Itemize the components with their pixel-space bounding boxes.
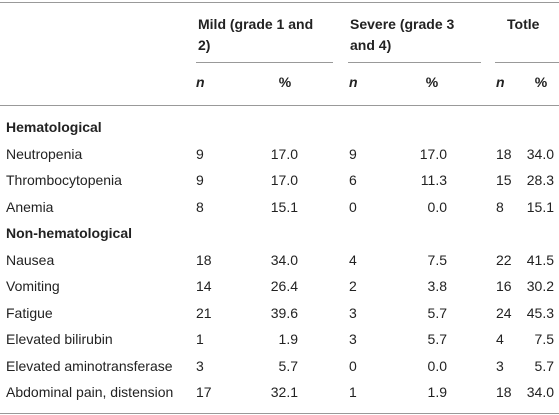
cell: 18 — [496, 384, 512, 400]
cell: 4 — [349, 251, 357, 268]
cell: 1 — [196, 331, 204, 347]
cell: 17.0 — [419, 145, 447, 162]
group-header: Severe (grade 3 and 4) — [350, 16, 455, 53]
cell: 5.7 — [534, 357, 554, 374]
row-label: Neutropenia — [6, 145, 83, 162]
cell: 5.7 — [427, 331, 447, 347]
cell: 34.0 — [526, 145, 554, 162]
cell: 5.7 — [427, 304, 447, 321]
cell: 14 — [196, 278, 212, 294]
cell: 16 — [496, 278, 512, 294]
cell: 17.0 — [270, 172, 298, 188]
cell: 24 — [496, 304, 512, 321]
cell: 32.1 — [270, 384, 298, 400]
row-label: Abdominal pain, distension — [6, 384, 174, 400]
cell: 41.5 — [526, 251, 554, 268]
cell: 6 — [349, 172, 357, 188]
cell: 2 — [349, 278, 357, 294]
group-header: Mild (grade 1 and 2) — [198, 16, 314, 53]
row-label: Nausea — [6, 251, 55, 268]
column-header: n — [349, 74, 358, 90]
cell: 30.2 — [526, 278, 554, 294]
cell: 1.9 — [427, 384, 447, 400]
cell: 0.0 — [427, 357, 447, 374]
cell: 15.1 — [526, 198, 554, 215]
cell: 7.5 — [534, 331, 554, 347]
cell: 0 — [349, 357, 357, 374]
cell: 39.6 — [270, 304, 298, 321]
cell: 26.4 — [270, 278, 298, 294]
row-label: Vomiting — [6, 278, 60, 294]
cell: 3 — [349, 304, 357, 321]
row-label: Fatigue — [6, 304, 53, 321]
header-rule — [0, 105, 559, 106]
row-label: Anemia — [6, 198, 54, 215]
cell: 3 — [349, 331, 357, 347]
cell: 9 — [349, 145, 357, 162]
column-header: % — [278, 74, 292, 90]
section-title: Hematological — [6, 119, 102, 135]
cell: 18 — [196, 251, 212, 268]
cell: 7.5 — [427, 251, 447, 268]
row-label: Thrombocytopenia — [6, 172, 122, 188]
cell: 45.3 — [526, 304, 554, 321]
cell: 9 — [196, 145, 204, 162]
cell: 3.8 — [427, 278, 447, 294]
cell: 0.0 — [427, 198, 447, 215]
column-header: % — [425, 74, 439, 90]
cell: 22 — [496, 251, 512, 268]
cell: 15 — [496, 172, 512, 188]
cell: 18 — [496, 145, 512, 162]
cell: 8 — [496, 198, 504, 215]
group-rule — [348, 62, 481, 63]
group-rule — [495, 62, 559, 63]
group-rule — [196, 62, 333, 63]
cell: 0 — [349, 198, 357, 215]
cell: 17.0 — [270, 145, 298, 162]
cell: 1 — [349, 384, 357, 400]
cell: 9 — [196, 172, 204, 188]
cell: 11.3 — [420, 172, 447, 188]
cell: 34.0 — [526, 384, 554, 400]
group-header: Totle — [507, 16, 540, 32]
top-rule — [0, 2, 559, 3]
cell: 17 — [196, 384, 212, 400]
cell: 21 — [196, 304, 212, 321]
section-title: Non-hematological — [6, 225, 133, 241]
cell: 15.1 — [270, 198, 298, 215]
cell: 28.3 — [526, 172, 554, 188]
bottom-rule — [0, 413, 559, 414]
column-header: % — [534, 74, 548, 90]
cell: 3 — [196, 357, 204, 374]
cell: 3 — [496, 357, 504, 374]
row-label: Elevated aminotransferase — [6, 357, 173, 374]
cell: 34.0 — [270, 251, 298, 268]
row-label: Elevated bilirubin — [6, 331, 113, 347]
column-header: n — [196, 74, 205, 90]
cell: 8 — [196, 198, 204, 215]
cell: 5.7 — [278, 357, 298, 374]
cell: 1.9 — [278, 331, 298, 347]
cell: 4 — [496, 331, 504, 347]
column-header: n — [496, 74, 505, 90]
